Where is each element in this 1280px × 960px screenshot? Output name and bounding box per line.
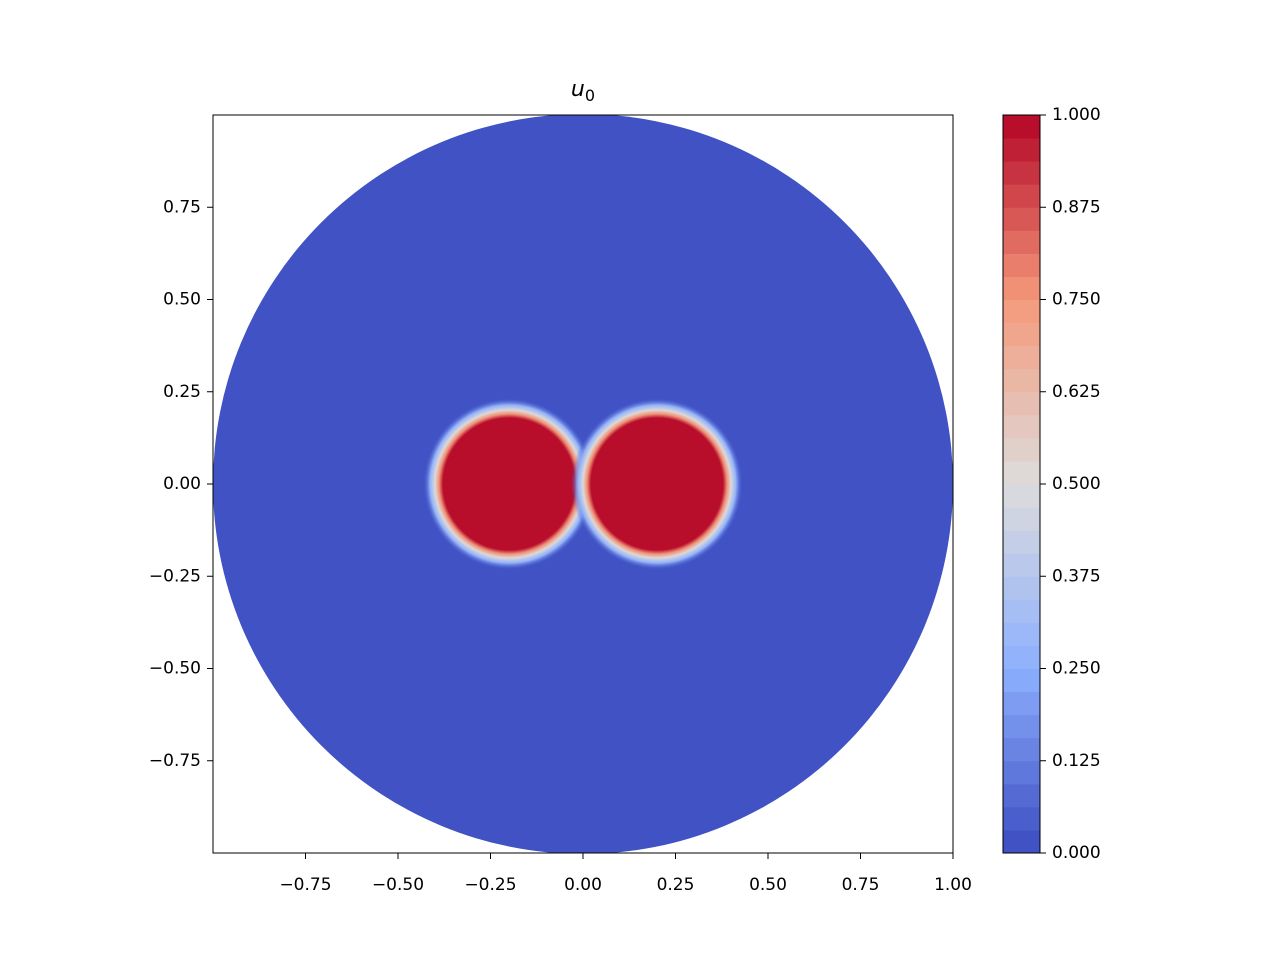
blob (423, 398, 595, 570)
x-tick-label: 0.25 (657, 875, 695, 895)
colorbar-band (1003, 530, 1040, 554)
colorbar-band (1003, 507, 1040, 531)
colorbar-tick-label: 0.625 (1052, 382, 1101, 402)
colorbar-band (1003, 599, 1040, 623)
colorbar-band (1003, 829, 1040, 854)
x-tick-label: 0.75 (842, 875, 880, 895)
x-tick-label: −0.50 (372, 875, 424, 895)
colorbar-tick-label: 0.000 (1052, 843, 1101, 863)
colorbar-band (1003, 484, 1040, 508)
title-subscript: 0 (585, 86, 595, 105)
colorbar-band (1003, 115, 1040, 139)
colorbar-band (1003, 414, 1040, 439)
plot-area (213, 115, 953, 853)
y-tick-label: 0.00 (163, 474, 201, 494)
colorbar-band (1003, 691, 1040, 716)
colorbar-band (1003, 737, 1040, 762)
colorbar-tick-label: 0.125 (1052, 751, 1101, 771)
colorbar-band (1003, 184, 1040, 208)
colorbar-tick-label: 0.375 (1052, 566, 1101, 586)
colorbar-tick-label: 0.750 (1052, 290, 1101, 310)
colorbar-band (1003, 299, 1040, 324)
blob (571, 398, 743, 570)
x-tick-label: −0.25 (464, 875, 516, 895)
colorbar-tick-label: 1.000 (1052, 105, 1101, 125)
colorbar-tick-label: 0.250 (1052, 659, 1101, 679)
colorbar-band (1003, 230, 1040, 254)
x-tick-label: 0.50 (749, 875, 787, 895)
colorbar-band (1003, 368, 1040, 393)
colorbar-tick-label: 0.875 (1052, 197, 1101, 217)
title-main: u (571, 77, 585, 102)
colorbar-band (1003, 553, 1040, 577)
x-tick-label: −0.75 (279, 875, 331, 895)
colorbar-band (1003, 276, 1040, 300)
colorbar-band (1003, 668, 1040, 693)
x-tick-label: 1.00 (934, 875, 972, 895)
colorbar-band (1003, 783, 1040, 808)
colorbar-band (1003, 460, 1040, 485)
colorbar-band (1003, 391, 1040, 416)
colorbar-band (1003, 138, 1040, 162)
x-tick-label: 0.00 (564, 875, 602, 895)
y-tick-label: −0.25 (149, 566, 201, 586)
chart-title: u0 (571, 77, 595, 105)
y-tick-label: 0.25 (163, 382, 201, 402)
colorbar-band (1003, 345, 1040, 370)
colorbar-tick-label: 0.500 (1052, 474, 1101, 494)
colorbar-band (1003, 760, 1040, 785)
y-tick-label: −0.75 (149, 751, 201, 771)
colorbar-band (1003, 714, 1040, 739)
colorbar-band (1003, 207, 1040, 231)
colorbar-band (1003, 645, 1040, 669)
y-tick-label: 0.75 (163, 197, 201, 217)
colorbar-band (1003, 576, 1040, 600)
colorbar-band (1003, 437, 1040, 462)
colorbar-band (1003, 622, 1040, 646)
colorbar-band (1003, 161, 1040, 185)
y-tick-label: 0.50 (163, 290, 201, 310)
colorbar-band (1003, 253, 1040, 277)
colorbar-band (1003, 322, 1040, 347)
y-tick-label: −0.50 (149, 659, 201, 679)
colorbar-band (1003, 806, 1040, 831)
